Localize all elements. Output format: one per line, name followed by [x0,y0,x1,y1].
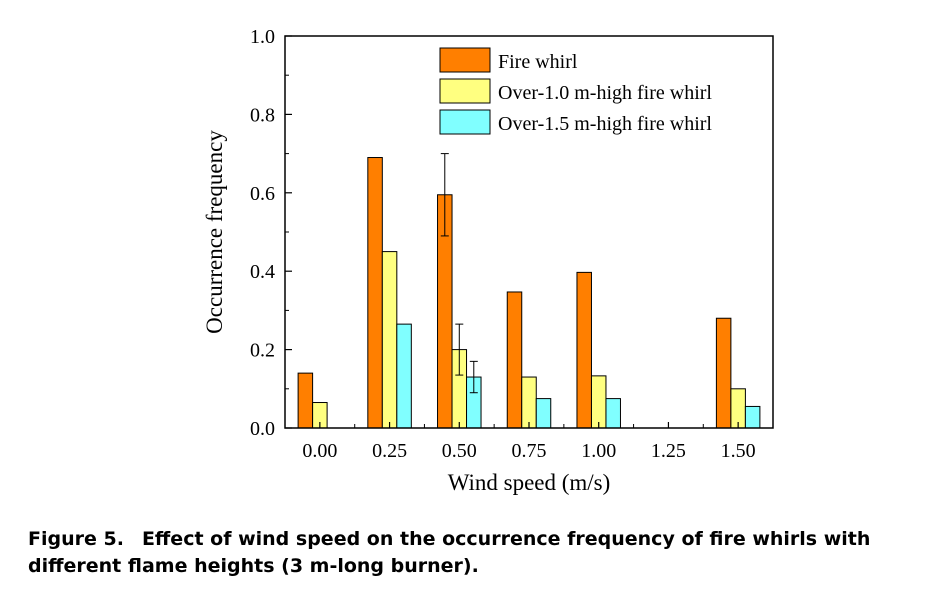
legend-swatch [439,109,491,135]
error-bar-series1-0.50 [440,153,449,237]
bar-series1-0.00 [297,372,314,429]
bar-series1-0.25 [367,157,383,429]
x-tick-label-0.25: 0.25 [372,440,407,462]
y-tick-labels: 0.0 0.2 0.4 0.6 0.8 1.0 [250,26,275,440]
bar-series1-1.00 [576,271,592,429]
y-tick-label: 0.4 [250,261,275,283]
figure-label: Figure 5. [28,528,124,550]
legend-label: Over-1.5 m-high fire whirl [498,113,712,135]
legend-swatch [439,78,491,104]
legend-label: Over-1.0 m-high fire whirl [498,82,712,104]
x-tick-label-0.50: 0.50 [442,440,477,462]
y-tick-label: 0.2 [250,340,275,362]
bar-series1-1.50 [715,317,732,429]
bar-series2-0.75 [521,376,537,429]
bar-series3-0.25 [396,323,412,429]
x-tick-label-0.00: 0.00 [302,440,337,462]
y-tick-label: 0.0 [250,418,275,440]
x-tick-label-0.75: 0.75 [512,440,547,462]
y-tick-label: 1.0 [250,26,275,48]
figure-caption-text: Effect of wind speed on the occurrence f… [28,528,871,577]
legend-label: Fire whirl [498,51,578,73]
y-tick-label: 0.8 [250,104,275,126]
error-bar-series3-0.50 [469,360,478,394]
x-axis-label: Wind speed (m/s) [448,470,611,495]
bar-series1-0.75 [506,291,523,429]
bar-series2-1.00 [590,375,607,429]
legend-entry-3: Over-1.5 m-high fire whirl [439,109,712,135]
bar-series3-1.00 [605,398,621,429]
x-tick-label-1.25: 1.25 [651,440,686,462]
axis-ticks [284,35,774,429]
bar-series3-1.50 [744,405,761,429]
error-bar-series2-0.50 [455,323,464,376]
legend-entry-1: Fire whirl [439,47,578,73]
legend: Fire whirl Over-1.0 m-high fire whirl Over… [439,47,712,135]
x-tick-label-1.00: 1.00 [581,440,616,462]
figure-caption: Figure 5. Effect of wind speed on the occ… [28,526,918,580]
bar-series3-0.75 [535,398,552,429]
y-tick-label: 0.6 [250,183,275,205]
x-tick-labels: 0.00 0.25 0.50 0.75 1.00 1.25 1.50 [302,440,755,462]
bars-layer [297,157,761,429]
bar-chart: 0.0 0.2 0.4 0.6 0.8 1.0 0.00 0.25 0.50 0.75 1.00 1… [202,26,774,495]
error-bars-layer [440,153,478,394]
legend-swatch [439,47,491,73]
y-axis-label: Occurrence frequency [202,130,227,334]
bar-series2-0.25 [381,251,398,429]
x-tick-label-1.50: 1.50 [721,440,756,462]
legend-entry-2: Over-1.0 m-high fire whirl [439,78,712,104]
